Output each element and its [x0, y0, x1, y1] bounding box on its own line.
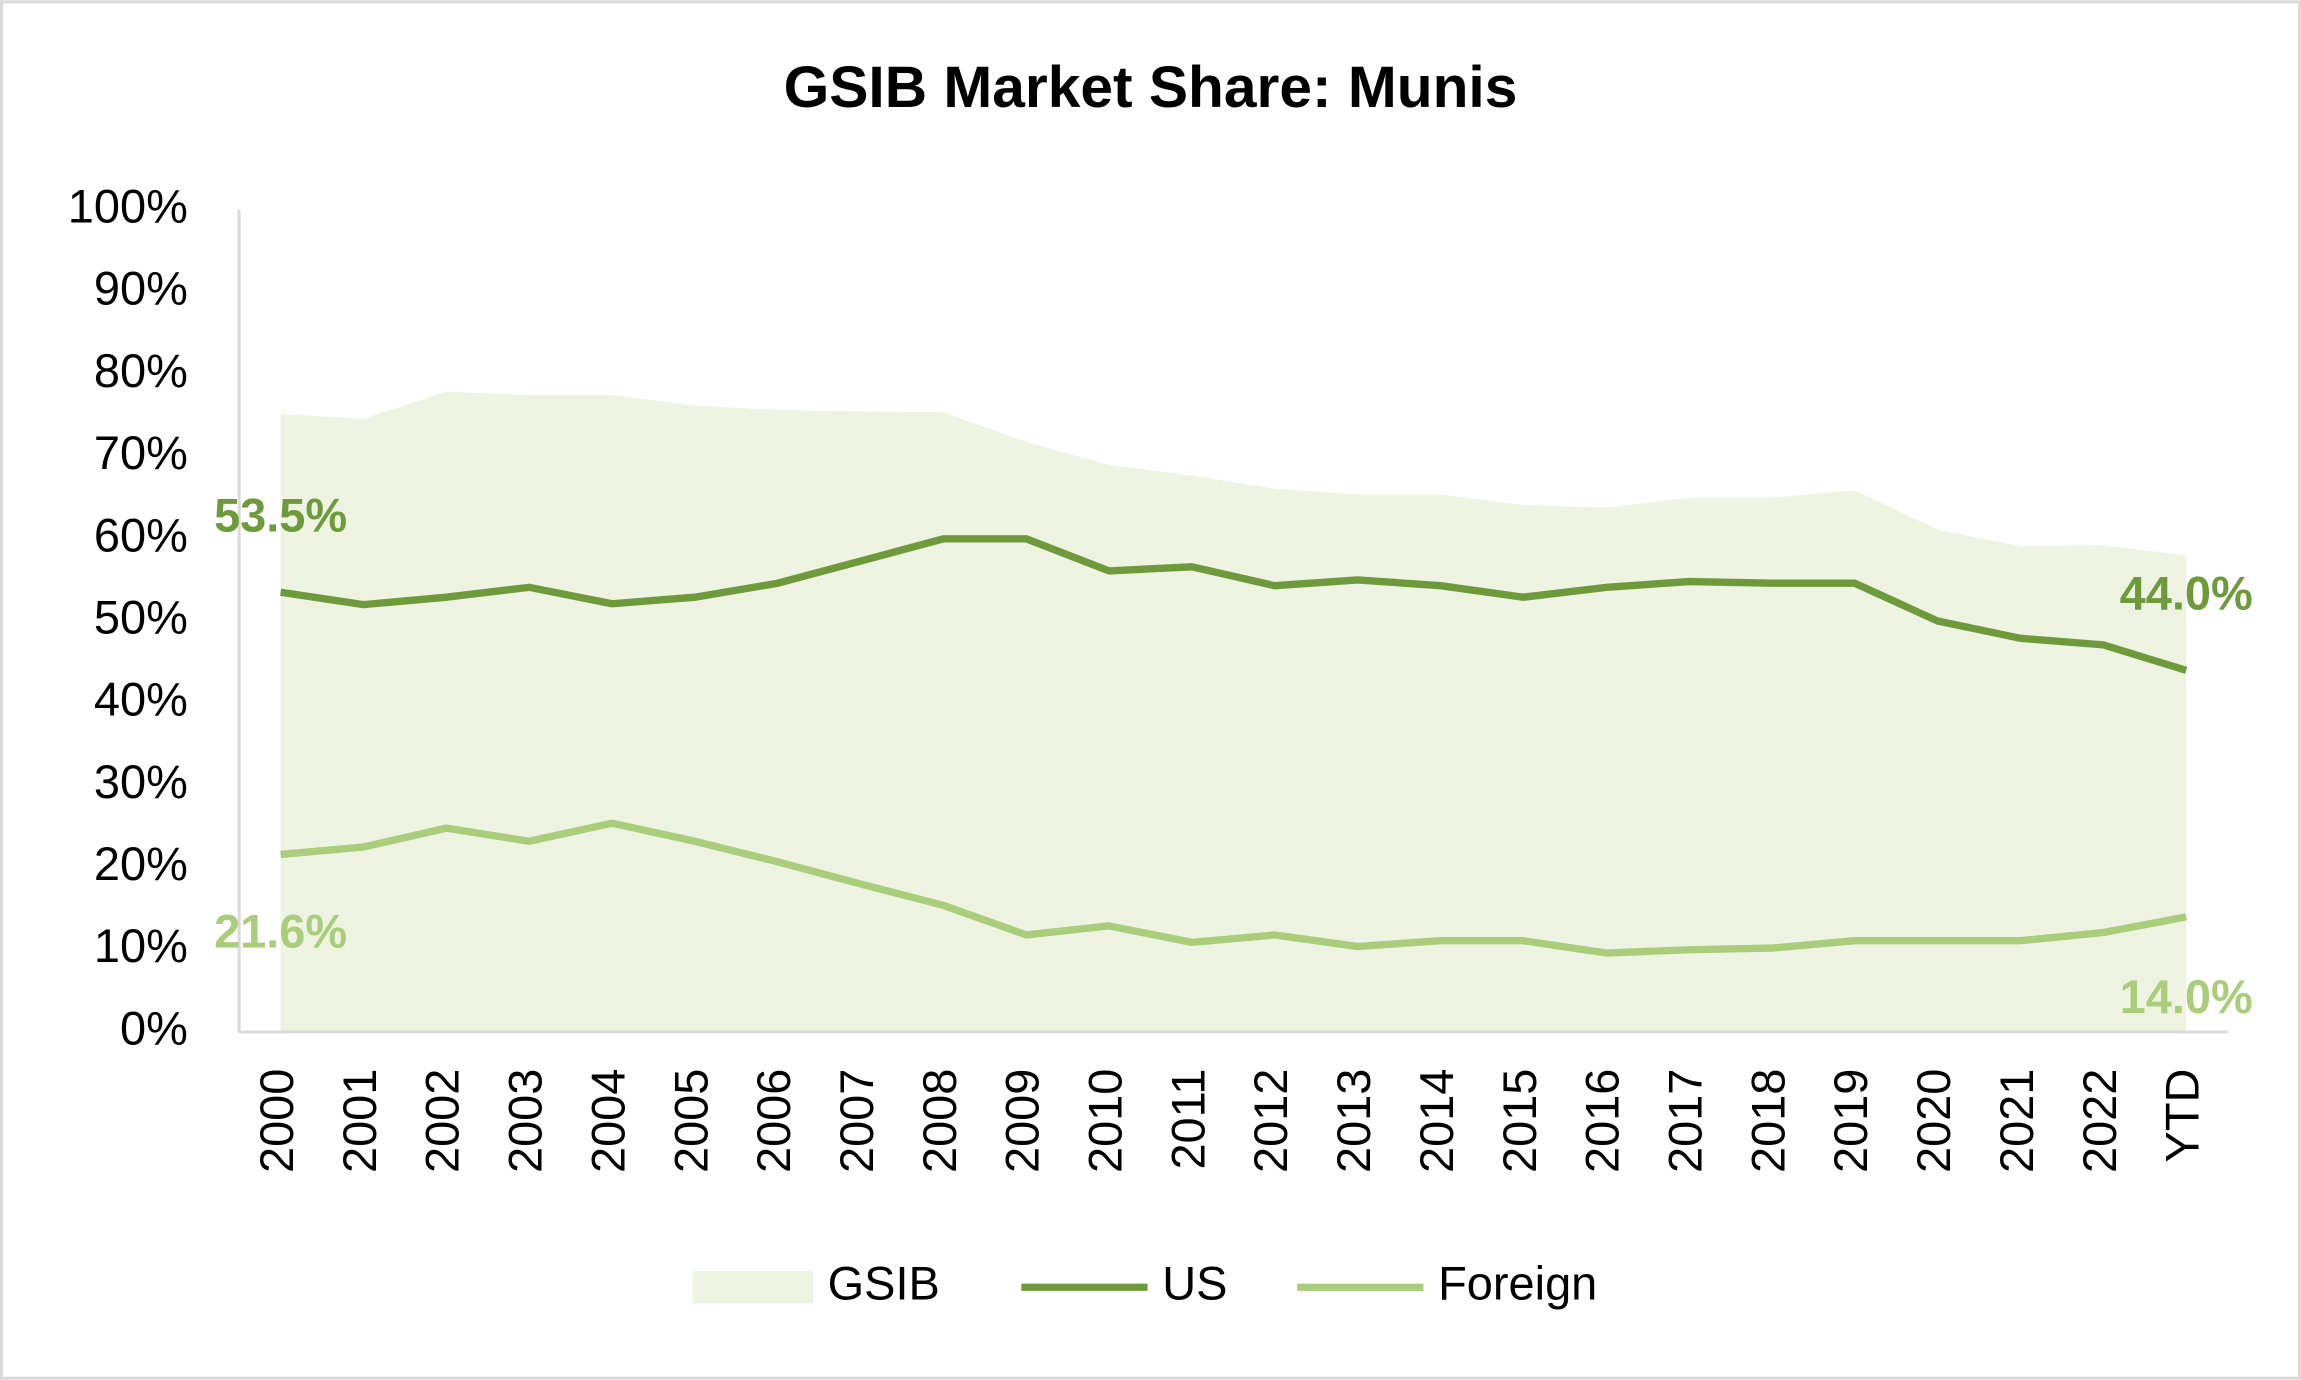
y-tick-label: 30% [94, 755, 188, 808]
y-tick-label: 60% [94, 508, 188, 561]
y-tick-label: 70% [94, 426, 188, 479]
x-tick-label: 2005 [664, 1069, 717, 1173]
data-label: 53.5% [214, 488, 347, 541]
x-tick-label: 2018 [1741, 1069, 1794, 1173]
line [280, 535, 2188, 674]
x-tick-label: 2000 [250, 1069, 303, 1173]
x-tick-label: 2009 [996, 1069, 1049, 1173]
chart-title: GSIB Market Share: Munis [784, 55, 1518, 120]
data-label: 44.0% [2120, 566, 2253, 619]
x-tick-label: 2014 [1410, 1069, 1463, 1173]
x-tick-label: 2015 [1493, 1069, 1546, 1173]
legend-swatch [692, 1271, 813, 1304]
x-tick-label: 2004 [581, 1069, 634, 1173]
x-tick-label: 2008 [913, 1069, 966, 1173]
x-tick-label: 2020 [1907, 1069, 1960, 1173]
x-tick-label: 2011 [1161, 1069, 1214, 1170]
x-tick-label: 2001 [333, 1069, 386, 1173]
data-label: 14.0% [2120, 970, 2253, 1023]
x-tick-label: 2012 [1244, 1069, 1297, 1173]
y-tick-label: 90% [94, 262, 188, 315]
y-tick-label: 20% [94, 837, 188, 890]
x-tick-label: 2016 [1576, 1069, 1629, 1173]
x-tick-label: 2022 [2073, 1069, 2126, 1173]
x-tick-label: 2019 [1824, 1069, 1877, 1173]
x-tick-label: 2021 [1990, 1069, 2043, 1173]
area [280, 391, 2187, 1032]
x-tick-label: 2003 [499, 1069, 552, 1173]
legend-label: US [1162, 1257, 1227, 1310]
line [280, 819, 2187, 957]
y-tick-label: 10% [94, 919, 188, 972]
x-tick-label: YTD [2156, 1069, 2209, 1163]
x-tick-label: 2007 [830, 1069, 883, 1173]
x-tick-label: 2010 [1079, 1069, 1132, 1173]
x-tick-label: 2006 [747, 1069, 800, 1173]
y-tick-label: 100% [68, 180, 188, 233]
legend-label: Foreign [1438, 1257, 1597, 1310]
y-tick-label: 80% [94, 344, 188, 397]
y-tick-label: 50% [94, 590, 188, 643]
x-tick-label: 2002 [416, 1069, 469, 1173]
x-tick-label: 2013 [1327, 1069, 1380, 1173]
x-tick-label: 2017 [1659, 1069, 1712, 1173]
y-tick-label: 40% [94, 673, 188, 726]
legend-label: GSIB [828, 1257, 940, 1310]
data-label: 21.6% [214, 905, 347, 958]
y-tick-label: 0% [120, 1001, 188, 1054]
